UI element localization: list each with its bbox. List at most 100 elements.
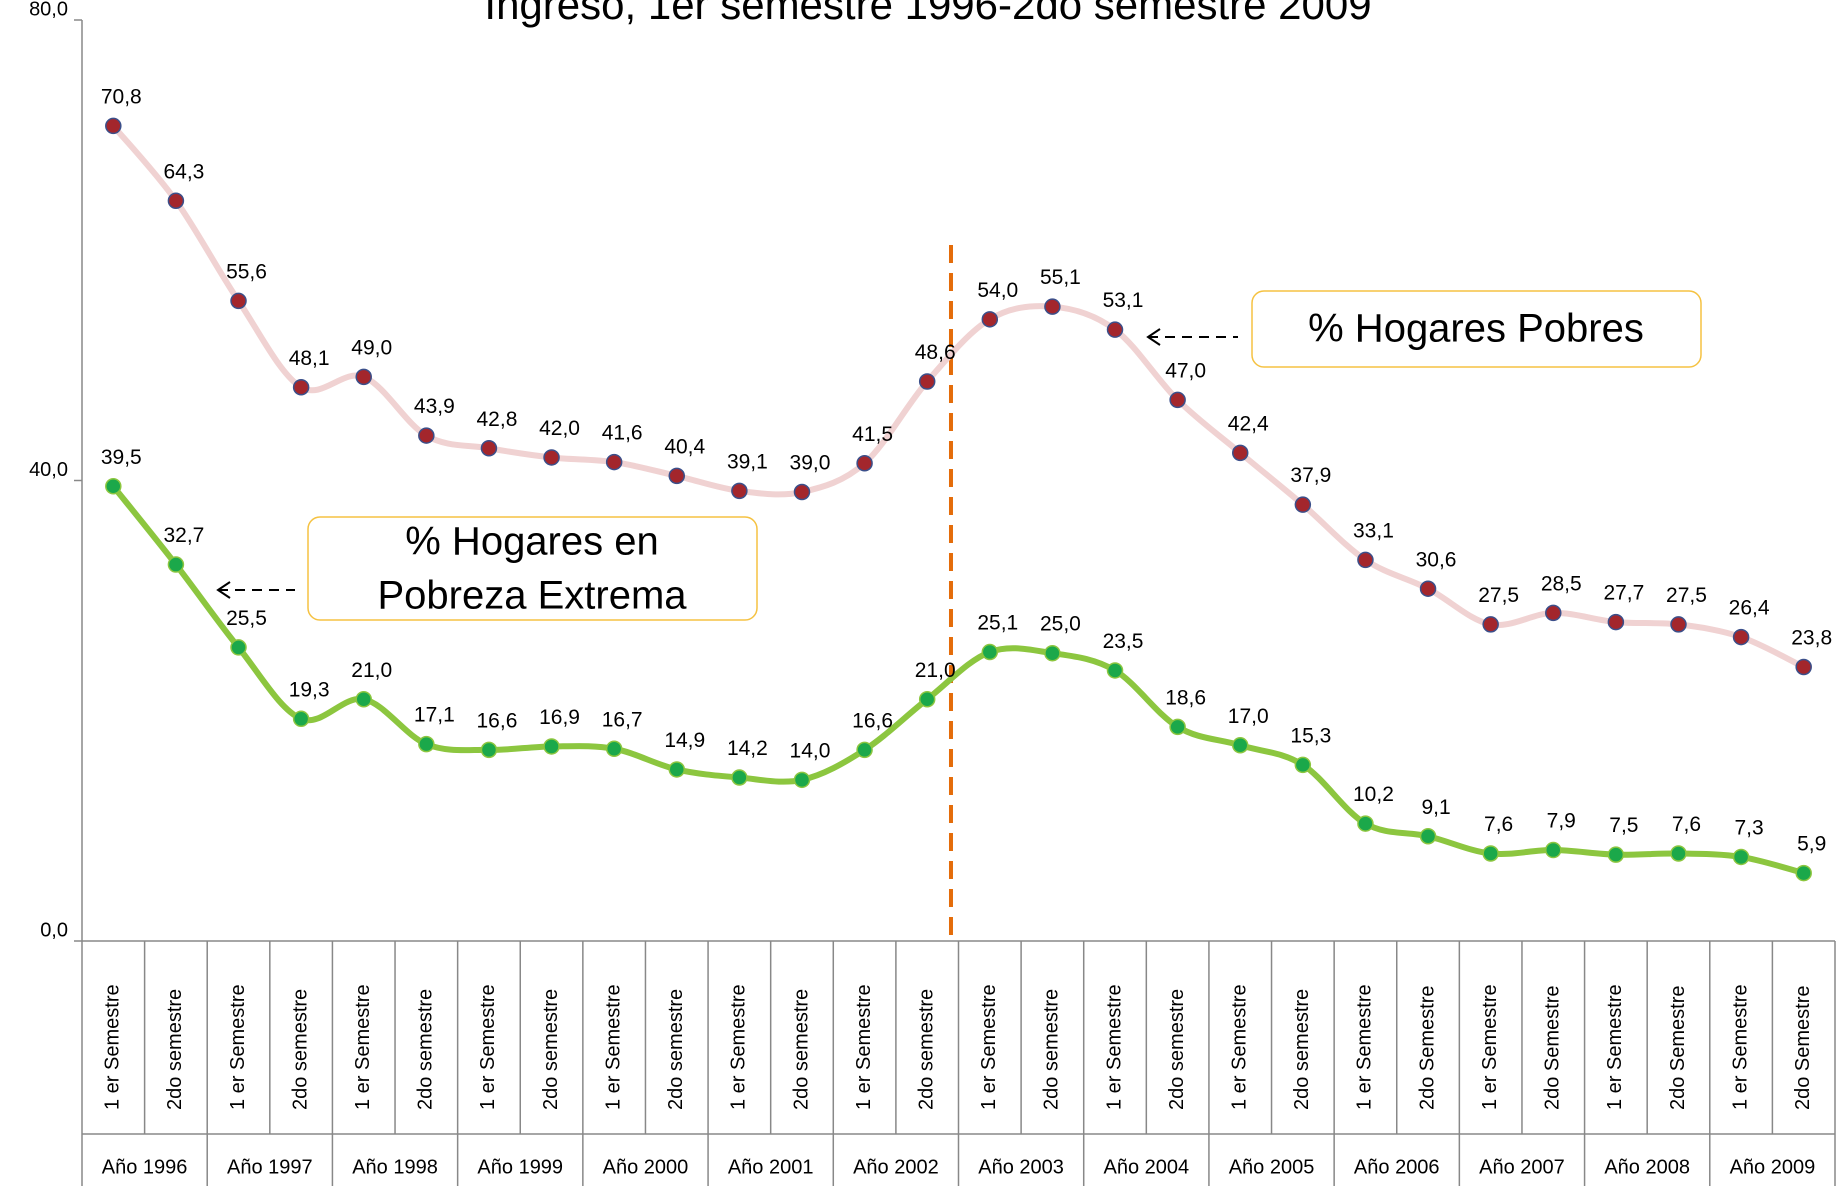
data-label: 42,8 [477,408,518,431]
data-label: 48,1 [289,347,330,370]
x-tick-label: 1 er Semestre [1103,984,1125,1110]
point [1169,718,1186,736]
data-label: 25,5 [226,607,267,630]
point [1795,658,1812,676]
point [543,738,560,755]
point [731,482,748,500]
point [918,373,936,390]
x-tick-label: 1 er Semestre [728,984,750,1110]
x-tick-label: 2do semestre [1041,989,1063,1110]
annotation: Pobreza Extrema [377,574,687,618]
point [292,378,310,396]
point [1607,846,1625,863]
data-label: 55,6 [226,260,267,283]
data-label: 7,6 [1672,813,1701,836]
x-tick-label: 2do semestre [540,989,562,1110]
data-label: 14,2 [727,737,768,760]
x-tick-label: 1 er Semestre [853,984,875,1110]
point [480,440,498,457]
data-label: 23,8 [1791,627,1832,650]
x-tick-label: 1 er Semestre [1729,984,1751,1110]
x-tick-label: 1 er Semestre [227,984,249,1110]
x-tick-label: 2do semestre [1291,989,1313,1110]
data-label: 26,4 [1729,597,1770,620]
point [1169,391,1186,409]
point [856,454,873,472]
point [1044,298,1061,315]
point [355,368,372,386]
point [1482,845,1499,862]
data-label: 37,9 [1290,464,1331,487]
point [1732,628,1750,646]
x-tick-label: 1 er Semestre [352,984,374,1110]
x-tick-label: 2do Semestre [1792,985,1814,1110]
y-tick-label: 0,0 [40,919,68,941]
x-tick-label: 2do semestre [289,989,311,1110]
y-tick-label: 80,0 [29,0,68,20]
point [105,117,122,135]
data-label: 16,6 [477,709,518,732]
point [1670,845,1687,862]
x-tick-label: 2do semestre [1166,989,1188,1110]
data-label: 10,2 [1353,783,1394,806]
point [1231,444,1249,462]
annotation: % Hogares Pobres [1308,307,1644,351]
point [230,639,247,656]
data-label: 49,0 [351,336,392,359]
data-label: 18,6 [1165,686,1206,709]
point [1670,616,1687,633]
annotation-box [1251,290,1702,368]
y-tick-label: 40,0 [29,459,68,481]
data-label: 15,3 [1290,724,1331,747]
point [668,761,686,778]
data-label: 21,0 [351,659,392,682]
x-group-label: Año 2001 [728,1156,814,1178]
point [1357,815,1374,832]
point [793,771,811,789]
point [1607,613,1625,631]
point [1357,551,1374,569]
x-tick-label: 2do semestre [415,989,437,1110]
data-label: 14,9 [664,729,705,752]
x-tick-label: 2do semestre [164,989,186,1110]
point [731,769,748,786]
data-label: 70,8 [101,85,142,108]
x-group-label: Año 1996 [102,1156,188,1178]
x-tick-label: 1 er Semestre [1354,984,1376,1110]
data-label: 7,9 [1547,810,1576,833]
point [105,478,122,495]
point [1294,756,1312,774]
point [1419,580,1437,597]
x-group-label: Año 2004 [1104,1156,1190,1178]
point [1231,737,1249,754]
data-label: 41,5 [852,423,893,446]
x-tick-label: 2do Semestre [1667,985,1689,1110]
point [1545,604,1562,622]
point [1482,616,1499,633]
x-tick-label: 1 er Semestre [1479,984,1501,1110]
x-group-label: Año 2003 [978,1156,1064,1178]
data-label: 9,1 [1421,796,1450,819]
x-tick-label: 2do Semestre [1542,985,1564,1110]
data-label: 40,4 [664,435,705,458]
data-label: 27,5 [1666,584,1707,607]
annotation-arrow [216,328,1238,599]
data-label: 7,5 [1609,814,1638,837]
point [981,643,999,661]
x-group-label: Año 1999 [477,1156,563,1178]
x-tick-label: 2do Semestre [1416,985,1438,1110]
data-label: 16,7 [602,708,643,731]
data-label: 43,9 [414,395,455,418]
x-tick-label: 1 er Semestre [978,984,1000,1110]
data-label: 33,1 [1353,519,1394,542]
point [418,735,435,753]
point [167,556,185,573]
point [1419,827,1437,845]
x-group-label: Año 2005 [1229,1156,1315,1178]
x-tick-label: 2do semestre [915,989,937,1110]
point [1106,321,1124,338]
x-tick-label: 1 er Semestre [1229,984,1251,1110]
data-label: 32,7 [163,524,204,547]
data-label: 27,5 [1478,584,1519,607]
